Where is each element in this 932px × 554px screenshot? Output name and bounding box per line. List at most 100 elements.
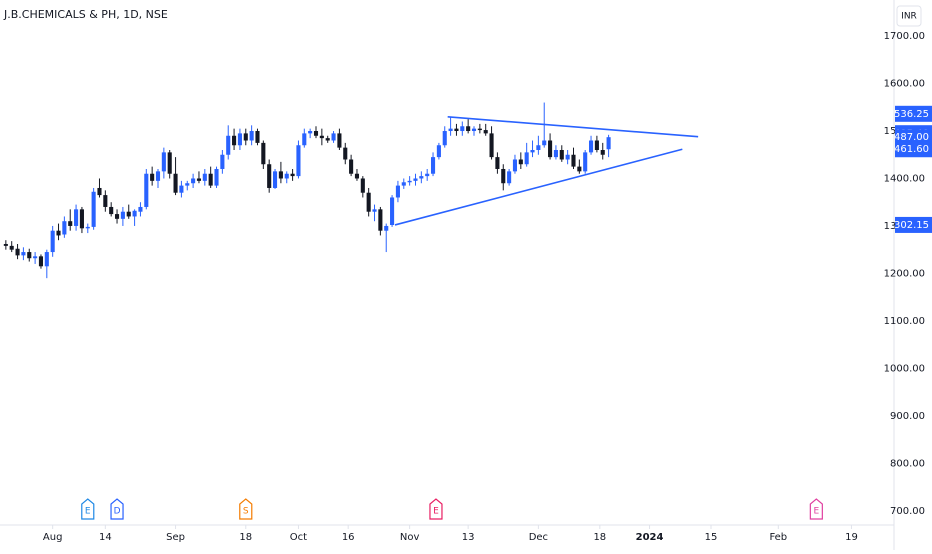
candle-body <box>553 150 558 158</box>
candle-body <box>436 145 441 158</box>
x-tick-label: 15 <box>705 532 718 543</box>
candle-body <box>495 157 500 169</box>
candle-body <box>237 133 242 146</box>
candle-body <box>79 209 84 229</box>
candle-body <box>261 142 266 165</box>
candle-body <box>507 171 512 184</box>
candle-body <box>50 230 55 253</box>
x-tick-label: 18 <box>239 532 252 543</box>
event-label: D <box>114 507 121 517</box>
candle-body <box>477 128 482 131</box>
candle-body <box>120 211 125 219</box>
candle-body <box>548 140 553 158</box>
x-tick-label: 14 <box>99 532 112 543</box>
candle-body <box>27 252 32 259</box>
candle-body <box>161 152 166 172</box>
candle-body <box>296 145 301 177</box>
candle-body <box>349 159 354 174</box>
y-tick-label: 1100.00 <box>884 316 925 327</box>
candle-body <box>313 131 319 136</box>
event-marker <box>429 498 443 520</box>
price-label: 1536.25 <box>888 109 929 120</box>
x-tick-label: 16 <box>342 532 355 543</box>
chart-title: J.B.CHEMICALS & PH, 1D, NSE <box>3 8 168 21</box>
x-tick-label: 2024 <box>636 532 664 543</box>
candle-body <box>91 191 96 227</box>
candle-body <box>44 252 49 267</box>
y-tick-label: 1000.00 <box>884 363 925 374</box>
candle-body <box>401 182 406 186</box>
price-label-bg <box>895 216 932 233</box>
currency-label[interactable]: INR <box>901 12 917 22</box>
y-tick-label: 800.00 <box>890 458 925 469</box>
candle-body <box>290 173 295 177</box>
candle-body <box>62 221 67 235</box>
y-tick-label: 900.00 <box>890 411 925 422</box>
candle-body <box>325 138 330 141</box>
candle-body <box>267 164 272 188</box>
candle-body <box>9 245 14 250</box>
currency-box[interactable] <box>896 5 922 27</box>
candle-body <box>571 154 576 167</box>
candle-body <box>284 173 289 179</box>
event-label: E <box>433 507 439 517</box>
candle-body <box>354 173 360 179</box>
candle-body <box>536 145 541 150</box>
candle-body <box>173 173 178 193</box>
candle-body <box>489 133 494 158</box>
x-tick-label: 13 <box>462 532 475 543</box>
candle-body <box>179 185 184 193</box>
event-marker <box>809 498 823 520</box>
candle-body <box>144 173 149 207</box>
candle-body <box>109 206 114 215</box>
candle-body <box>331 133 336 141</box>
candle-body <box>600 150 605 155</box>
event-marker <box>239 498 253 520</box>
candle-body <box>366 192 371 212</box>
candle-body <box>243 133 248 141</box>
candle-body <box>524 152 529 165</box>
candle-body <box>196 178 202 181</box>
candle-body <box>559 150 564 160</box>
candle-body <box>454 128 459 132</box>
candle-body <box>272 171 278 188</box>
candle-body <box>518 159 523 165</box>
candle-body <box>583 152 588 172</box>
candle-body <box>319 135 324 139</box>
candle-body <box>249 131 254 141</box>
candle-body <box>191 178 196 184</box>
trendline <box>394 148 683 226</box>
candle-body <box>390 197 395 225</box>
candle-body <box>378 209 383 231</box>
event-label: S <box>243 507 249 517</box>
y-tick-label: 1700.00 <box>884 31 925 42</box>
candle-body <box>448 128 453 132</box>
candle-body <box>501 168 506 184</box>
candle-body <box>208 173 213 186</box>
candle-body <box>278 171 283 179</box>
y-tick-label: 1600.00 <box>884 79 925 90</box>
price-label-bg <box>895 129 932 146</box>
candle-body <box>185 183 190 186</box>
candle-body <box>384 225 389 231</box>
event-marker <box>110 498 124 520</box>
price-label-bg <box>895 105 932 122</box>
candle-body <box>255 131 260 143</box>
candle-body <box>419 176 424 179</box>
candle-body <box>407 180 412 183</box>
x-tick-label: Dec <box>529 532 548 543</box>
y-tick-label: 700.00 <box>890 506 925 517</box>
candle-body <box>460 126 465 132</box>
price-label: 1461.60 <box>888 144 929 155</box>
candle-body <box>442 131 447 146</box>
candle-body <box>85 226 90 229</box>
candle-body <box>471 128 477 132</box>
event-label: E <box>85 507 91 517</box>
candle-body <box>588 140 594 153</box>
candle-body <box>542 140 547 146</box>
candle-body <box>114 214 120 219</box>
candle-body <box>483 130 488 134</box>
candle-body <box>430 157 436 174</box>
candle-body <box>38 256 44 267</box>
